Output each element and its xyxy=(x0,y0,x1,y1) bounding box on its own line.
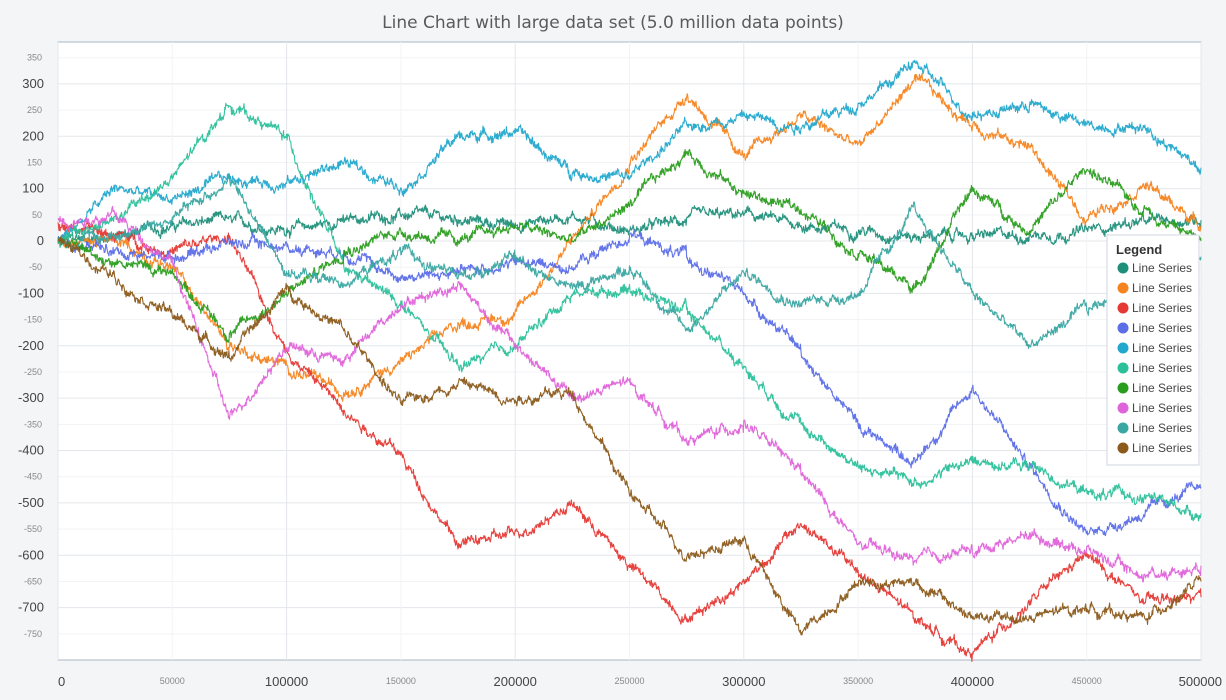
y-tick-label-minor: 350 xyxy=(27,53,42,63)
line-series xyxy=(57,148,1202,344)
x-tick-label: 100000 xyxy=(265,674,308,689)
series-layer xyxy=(57,59,1202,663)
line-series xyxy=(57,204,1202,246)
y-tick-label-minor: 150 xyxy=(27,157,42,167)
y-tick-label: 0 xyxy=(37,233,44,248)
y-tick-label-minor: -750 xyxy=(24,629,42,639)
legend-marker xyxy=(1117,302,1129,314)
y-tick-label: -600 xyxy=(18,547,44,562)
legend-item-label[interactable]: Line Series xyxy=(1132,361,1192,375)
y-tick-label-minor: 50 xyxy=(32,210,42,220)
y-tick-label: -500 xyxy=(18,495,44,510)
y-tick-label-minor: 250 xyxy=(27,105,42,115)
y-tick-label: 200 xyxy=(22,128,44,143)
legend-marker xyxy=(1117,382,1129,394)
legend-item-label[interactable]: Line Series xyxy=(1132,381,1192,395)
y-tick-label: -300 xyxy=(18,390,44,405)
legend-marker xyxy=(1117,282,1129,294)
line-series xyxy=(57,59,1202,247)
y-tick-label-minor: -50 xyxy=(29,262,42,272)
y-tick-label: -100 xyxy=(18,285,44,300)
chart-title: Line Chart with large data set (5.0 mill… xyxy=(382,13,844,33)
legend-item-label[interactable]: Line Series xyxy=(1132,401,1192,415)
x-tick-label-minor: 450000 xyxy=(1072,676,1102,686)
grid xyxy=(57,42,1202,660)
legend-marker xyxy=(1117,322,1129,334)
line-series xyxy=(57,205,1202,583)
y-tick-label-minor: -550 xyxy=(24,524,42,534)
line-series xyxy=(57,174,1202,349)
x-tick-label-minor: 150000 xyxy=(386,676,416,686)
legend-item-label[interactable]: Line Series xyxy=(1132,341,1192,355)
line-series xyxy=(57,73,1202,402)
legend[interactable]: Legend Line Series Line Series Line Series… xyxy=(1106,234,1200,466)
legend-marker xyxy=(1117,402,1129,414)
legend-marker xyxy=(1117,442,1129,454)
legend-marker xyxy=(1117,262,1129,274)
y-tick-label: 100 xyxy=(22,181,44,196)
legend-item-label[interactable]: Line Series xyxy=(1132,261,1192,275)
y-tick-label-minor: -350 xyxy=(24,419,42,429)
legend-item-label[interactable]: Line Series xyxy=(1132,301,1192,315)
y-tick-label: -200 xyxy=(18,338,44,353)
line-series xyxy=(57,229,1202,537)
x-tick-label: 500000 xyxy=(1179,674,1222,689)
y-tick-label: -700 xyxy=(18,600,44,615)
line-series xyxy=(57,236,1202,636)
line-series xyxy=(57,220,1202,663)
x-tick-label-minor: 350000 xyxy=(843,676,873,686)
y-axis: 300 200 100 0 -100 -200 -300 -400 -500 -600 -700 35… xyxy=(18,53,44,639)
x-tick-label: 0 xyxy=(58,674,65,689)
legend-marker xyxy=(1117,342,1129,354)
y-tick-label-minor: -250 xyxy=(24,367,42,377)
y-tick-label: 300 xyxy=(22,76,44,91)
legend-item-label[interactable]: Line Series xyxy=(1132,281,1192,295)
x-tick-label-minor: 50000 xyxy=(160,676,185,686)
y-tick-label-minor: -150 xyxy=(24,315,42,325)
y-tick-label-minor: -650 xyxy=(24,576,42,586)
legend-title: Legend xyxy=(1116,242,1162,257)
y-tick-label: -400 xyxy=(18,443,44,458)
x-axis: 0 100000 200000 300000 400000 500000 50000 1500… xyxy=(58,674,1222,689)
x-tick-label: 400000 xyxy=(951,674,994,689)
legend-marker xyxy=(1117,422,1129,434)
line-series xyxy=(57,102,1202,522)
legend-marker xyxy=(1117,362,1129,374)
y-tick-label-minor: -450 xyxy=(24,472,42,482)
x-tick-label: 200000 xyxy=(494,674,537,689)
legend-item-label[interactable]: Line Series xyxy=(1132,321,1192,335)
x-tick-label-minor: 250000 xyxy=(614,676,644,686)
x-tick-label: 300000 xyxy=(722,674,765,689)
legend-item-label[interactable]: Line Series xyxy=(1132,421,1192,435)
legend-item-label[interactable]: Line Series xyxy=(1132,441,1192,455)
